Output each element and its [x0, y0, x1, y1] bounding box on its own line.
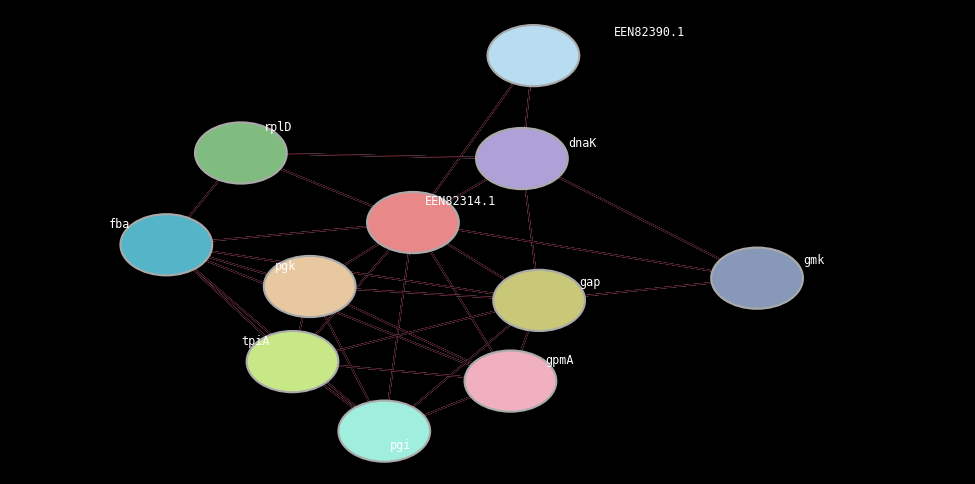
- Text: gpmA: gpmA: [545, 354, 573, 367]
- Ellipse shape: [476, 128, 567, 189]
- Ellipse shape: [488, 25, 579, 86]
- Ellipse shape: [247, 331, 338, 392]
- Ellipse shape: [464, 350, 557, 412]
- Ellipse shape: [367, 192, 459, 253]
- Text: pgi: pgi: [390, 439, 411, 452]
- Text: EEN82390.1: EEN82390.1: [613, 26, 684, 39]
- Text: EEN82314.1: EEN82314.1: [424, 195, 495, 208]
- Text: pgk: pgk: [275, 259, 296, 272]
- Text: gmk: gmk: [803, 254, 824, 267]
- Text: fba: fba: [109, 218, 131, 231]
- Ellipse shape: [711, 247, 803, 309]
- Ellipse shape: [493, 270, 585, 331]
- Ellipse shape: [195, 122, 287, 183]
- Text: gap: gap: [579, 276, 601, 289]
- Text: rplD: rplD: [264, 121, 292, 134]
- Ellipse shape: [338, 401, 430, 462]
- Text: dnaK: dnaK: [567, 137, 597, 150]
- Ellipse shape: [121, 214, 213, 275]
- Ellipse shape: [264, 256, 356, 317]
- Text: tpiA: tpiA: [241, 335, 269, 348]
